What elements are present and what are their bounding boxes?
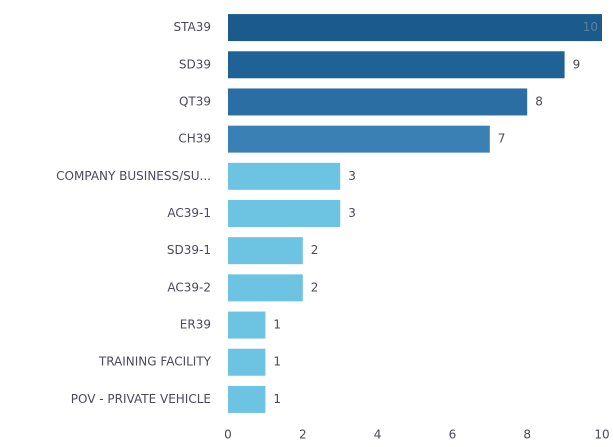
bar bbox=[228, 274, 303, 302]
data-label: 7 bbox=[498, 132, 506, 146]
data-label: 3 bbox=[348, 206, 356, 220]
data-label: 1 bbox=[273, 392, 281, 406]
x-tick-label: 0 bbox=[224, 428, 232, 442]
y-tick-label: AC39-1 bbox=[167, 206, 211, 220]
y-tick-label: COMPANY BUSINESS/SU... bbox=[56, 169, 211, 183]
y-tick-label: SD39 bbox=[179, 57, 211, 71]
x-tick-label: 6 bbox=[449, 428, 457, 442]
bar bbox=[228, 88, 528, 116]
bar bbox=[228, 51, 565, 79]
bar bbox=[228, 237, 303, 265]
bar bbox=[228, 348, 266, 376]
data-label: 1 bbox=[273, 355, 281, 369]
data-label: 2 bbox=[311, 243, 319, 257]
data-label: 9 bbox=[573, 57, 581, 71]
bar bbox=[228, 311, 266, 339]
y-tick-label: CH39 bbox=[178, 132, 211, 146]
bar bbox=[228, 162, 341, 190]
x-tick-label: 2 bbox=[299, 428, 307, 442]
y-tick-label: TRAINING FACILITY bbox=[98, 355, 212, 369]
data-label: 8 bbox=[535, 94, 543, 108]
bar bbox=[228, 385, 266, 413]
y-tick-label: AC39-2 bbox=[167, 280, 211, 294]
x-tick-label: 10 bbox=[594, 428, 609, 442]
data-label: 3 bbox=[348, 169, 356, 183]
y-tick-label: SD39-1 bbox=[167, 243, 211, 257]
y-tick-label: ER39 bbox=[180, 318, 211, 332]
data-label: 10 bbox=[583, 20, 598, 34]
data-label: 2 bbox=[311, 280, 319, 294]
bar bbox=[228, 125, 490, 153]
x-tick-label: 4 bbox=[374, 428, 382, 442]
y-tick-label: POV - PRIVATE VEHICLE bbox=[71, 392, 211, 406]
bar bbox=[228, 14, 602, 42]
x-tick-label: 8 bbox=[523, 428, 531, 442]
data-label: 1 bbox=[273, 318, 281, 332]
y-tick-label: QT39 bbox=[179, 94, 211, 108]
bar bbox=[228, 200, 341, 227]
y-tick-label: STA39 bbox=[174, 20, 212, 34]
